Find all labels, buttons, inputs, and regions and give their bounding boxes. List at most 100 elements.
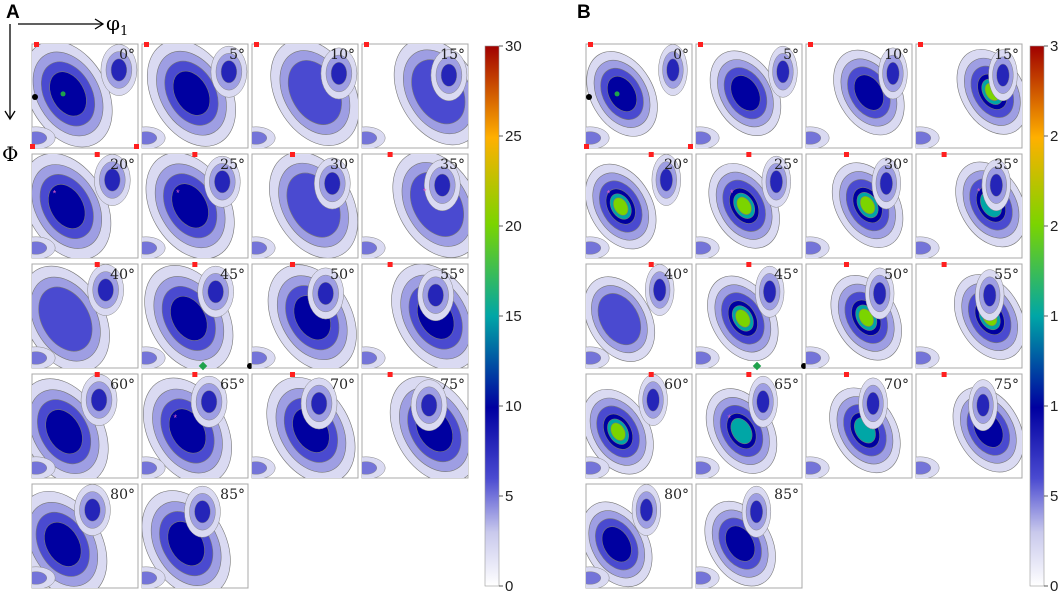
contour-level (170, 296, 208, 341)
section-angle-label: 5° (783, 47, 799, 63)
secondary-contour (769, 170, 783, 194)
contour-level (45, 409, 83, 455)
contour-level (597, 293, 642, 346)
red-marker (941, 372, 947, 377)
section-grid-b: 0° 5° 10° 15° * 20° * 25° 30° * 35° 40° 45° 50° 55° 60°… (584, 42, 1023, 589)
secondary-contour (330, 62, 348, 85)
red-marker (843, 372, 849, 377)
edge-contour (696, 461, 712, 475)
odf-section: 60° (31, 372, 139, 479)
odf-section: 45° (695, 262, 807, 371)
odf-section: 80° (585, 483, 693, 589)
contour-group (252, 376, 356, 478)
secondary-contour (440, 63, 458, 87)
contour-group (916, 379, 1022, 478)
secondary-contour (989, 173, 1003, 197)
section-angle-label: 70° (330, 377, 355, 393)
odf-section: 45° (141, 262, 253, 371)
odf-section: 10° (251, 42, 359, 149)
phi1-symbol: φ (106, 11, 120, 35)
section-angle-label: 85° (774, 487, 799, 503)
red-marker (648, 262, 654, 267)
magenta-star-marker: * (607, 189, 611, 199)
red-marker (843, 152, 849, 157)
red-marker (94, 372, 100, 377)
section-angle-label: 40° (110, 267, 135, 283)
black-marker (32, 94, 38, 100)
red-marker (588, 42, 593, 47)
contour-group (32, 374, 118, 478)
contour-group (362, 264, 468, 368)
contour-group (586, 44, 688, 148)
odf-section: 75° (361, 372, 469, 479)
contour-group (916, 159, 1022, 258)
red-marker (648, 372, 654, 377)
contour-group (916, 269, 1022, 368)
contour-group (586, 154, 681, 258)
section-angle-label: 65° (220, 377, 245, 393)
section-angle-label: 50° (330, 267, 355, 283)
red-marker (34, 42, 39, 47)
green-diamond-marker (198, 361, 208, 371)
odf-section: 55° (361, 262, 469, 369)
contour-level (725, 525, 756, 562)
contour-group (586, 374, 668, 478)
contour-group (142, 44, 248, 148)
phi1-axis-arrow (18, 18, 105, 30)
red-marker (94, 262, 100, 267)
colorbar-tick-label: 30 (1050, 38, 1059, 55)
contour-group (362, 154, 468, 258)
contour-level (613, 197, 629, 216)
secondary-contour (434, 173, 451, 197)
green-marker (60, 91, 66, 97)
section-angle-label: 35° (994, 157, 1019, 173)
edge-contour (586, 131, 602, 145)
phi1-subscript: 1 (120, 24, 128, 39)
contour-group (806, 157, 904, 258)
contour-group (696, 265, 785, 368)
red-marker (688, 144, 693, 149)
section-angle-label: 55° (994, 267, 1019, 283)
red-marker (387, 372, 393, 377)
edge-contour (252, 131, 268, 145)
contour-group (362, 44, 468, 148)
section-grid-a: 0° 5° 10° 15° * 20° * 25° 30° * 35° 40° 45° 50° 55° 60°… (30, 42, 469, 589)
odf-section: 60° (585, 372, 693, 479)
odf-section: 0° (30, 42, 139, 149)
section-angle-label: 70° (884, 377, 909, 393)
contour-level (171, 183, 209, 229)
contour-group (806, 47, 908, 148)
secondary-contour (214, 170, 231, 194)
secondary-contour (666, 58, 680, 82)
green-diamond-marker (752, 361, 762, 371)
edge-contour (32, 241, 48, 255)
red-marker (746, 262, 752, 267)
contour-group (252, 44, 358, 148)
section-angle-label: 80° (664, 487, 689, 503)
contour-group (32, 154, 131, 258)
colorbar-tick-label: 10 (505, 398, 522, 415)
colorbar-tick-label: 30 (505, 38, 522, 55)
edge-contour (362, 131, 378, 145)
edge-contour (806, 461, 822, 475)
colorbar-tick-label: 0 (1050, 578, 1058, 595)
colorbar-tick-label: 25 (505, 128, 522, 145)
red-marker (918, 42, 923, 47)
magenta-star-marker: * (423, 186, 427, 196)
edge-contour (362, 241, 378, 255)
secondary-contour (310, 392, 328, 415)
odf-section: * 25° (141, 152, 249, 259)
secondary-contour (976, 393, 990, 417)
edge-contour (696, 241, 712, 255)
edge-contour (142, 461, 158, 475)
panel-label-b: B (577, 2, 591, 23)
edge-contour (362, 461, 378, 475)
odf-section: 50° (805, 262, 913, 369)
edge-contour (142, 131, 158, 145)
red-marker (648, 152, 654, 157)
secondary-contour (866, 392, 880, 415)
edge-contour (696, 571, 712, 585)
red-marker (387, 262, 393, 267)
contour-group (806, 267, 902, 368)
red-marker (746, 152, 752, 157)
